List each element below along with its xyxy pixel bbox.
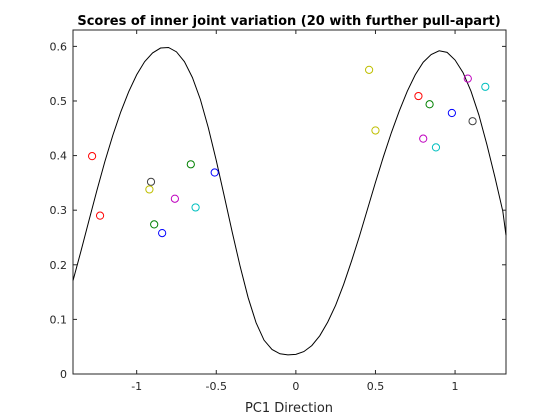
- data-point: [419, 134, 428, 143]
- data-point: [414, 91, 423, 101]
- data-point: [481, 82, 490, 91]
- y-tick-label: 0.5: [50, 95, 68, 108]
- x-tick-label: 1: [452, 380, 459, 393]
- data-point: [186, 160, 195, 169]
- points-layer: [88, 65, 490, 238]
- data-point: [158, 229, 167, 238]
- data-point: [371, 126, 380, 135]
- data-point: [210, 168, 219, 177]
- data-point: [146, 177, 156, 186]
- chart-title: Scores of inner joint variation (20 with…: [77, 14, 500, 29]
- y-tick-label: 0: [60, 368, 67, 381]
- data-point: [145, 185, 154, 194]
- y-tick-label: 0.1: [50, 313, 68, 326]
- data-point: [170, 194, 179, 203]
- data-point: [431, 143, 441, 152]
- x-axis-label: PC1 Direction: [245, 401, 333, 416]
- axes-box: [72, 29, 507, 375]
- data-point: [425, 100, 434, 109]
- y-axis-ticks: 0 0.1 0.2 0.3 0.4 0.5 0.6: [50, 40, 506, 381]
- x-tick-label: 0.5: [367, 380, 385, 393]
- x-tick-label: 0: [292, 380, 299, 393]
- data-point: [191, 203, 200, 212]
- data-point: [463, 74, 472, 83]
- data-point: [95, 211, 105, 220]
- x-tick-label: -0.5: [206, 380, 227, 393]
- y-tick-label: 0.2: [50, 259, 68, 272]
- plot-area: [72, 29, 507, 375]
- data-point: [468, 117, 477, 126]
- data-point: [447, 108, 456, 118]
- x-tick-label: -1: [131, 380, 142, 393]
- y-tick-label: 0.6: [50, 40, 68, 53]
- y-tick-label: 0.3: [50, 204, 68, 217]
- data-point: [150, 220, 159, 229]
- y-tick-label: 0.4: [50, 150, 68, 163]
- data-point: [365, 65, 374, 74]
- curve-layer: [72, 46, 507, 356]
- data-point: [88, 152, 97, 161]
- x-axis-ticks: -1 -0.5 0 0.5 1: [131, 30, 459, 393]
- fitted-curve: [72, 46, 507, 356]
